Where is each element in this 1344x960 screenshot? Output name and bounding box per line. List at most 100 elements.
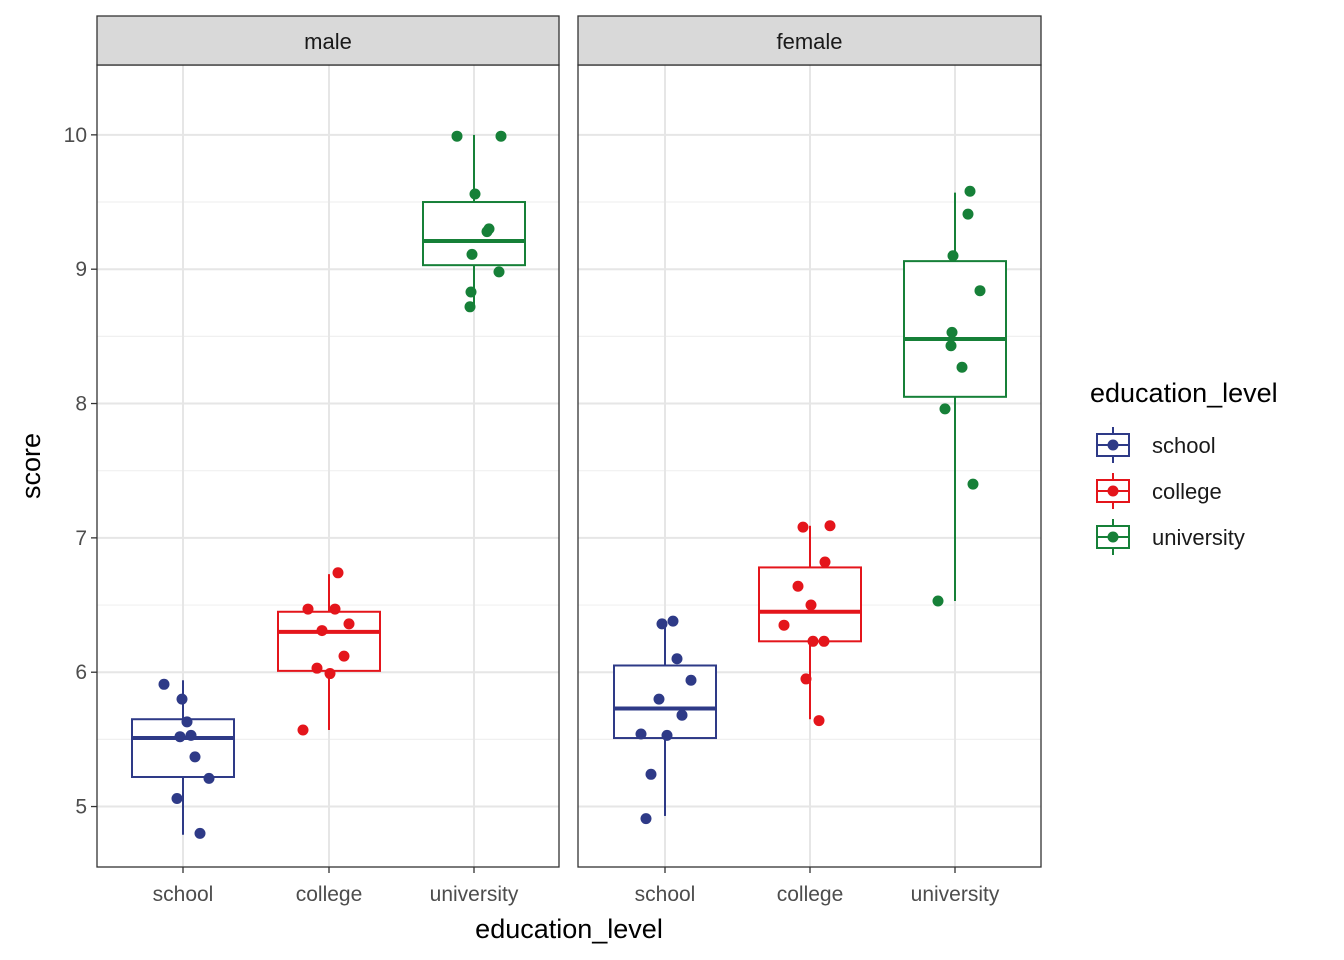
panels-layer: male school college university female school c… (64, 15, 1042, 906)
legend-key-point (1107, 531, 1119, 543)
data-point (469, 188, 481, 200)
data-point (324, 668, 336, 680)
data-point (797, 521, 809, 533)
legend: education_level school college university (1090, 378, 1278, 555)
data-point (343, 618, 355, 630)
box-iqr (903, 260, 1007, 398)
x-tick-label: college (777, 883, 844, 906)
data-point (685, 674, 697, 686)
data-point (481, 226, 493, 238)
data-point (807, 635, 819, 647)
data-point (778, 619, 790, 631)
x-tick-label: school (635, 883, 696, 906)
data-point (181, 716, 193, 728)
y-tick-label: 9 (75, 258, 87, 281)
data-point (956, 361, 968, 373)
data-point (464, 301, 476, 313)
data-point (338, 650, 350, 662)
data-point (824, 520, 836, 532)
boxplot-male-school (131, 678, 235, 839)
data-point (640, 813, 652, 825)
data-point (332, 567, 344, 579)
legend-key-point (1107, 485, 1119, 497)
box-iqr (277, 610, 381, 672)
data-point (493, 266, 505, 278)
x-axis-title: education_level (475, 914, 663, 944)
data-point (819, 556, 831, 568)
legend-entry-school: school (1096, 427, 1216, 463)
data-point (805, 599, 817, 611)
y-axis: 5 6 7 8 9 10 (64, 124, 97, 819)
boxplot-female-college (758, 520, 862, 727)
data-point (176, 693, 188, 705)
facet-strip-label: male (304, 29, 352, 54)
data-point (967, 478, 979, 490)
data-point (194, 827, 206, 839)
data-point (653, 693, 665, 705)
data-point (939, 403, 951, 415)
data-point (661, 729, 673, 741)
boxplot-male-university (422, 130, 526, 313)
data-point (947, 250, 959, 262)
boxplot-female-school (613, 615, 717, 825)
data-point (329, 603, 341, 615)
legend-key-point (1107, 439, 1119, 451)
data-point (171, 792, 183, 804)
data-point (203, 772, 215, 784)
legend-label: university (1152, 525, 1245, 550)
data-point (185, 729, 197, 741)
data-point (800, 673, 812, 685)
data-point (656, 618, 668, 630)
x-tick-label: university (430, 883, 519, 906)
y-tick-label: 7 (75, 527, 87, 550)
data-point (189, 751, 201, 763)
legend-entries: school college university (1096, 427, 1245, 555)
y-tick-label: 10 (64, 124, 87, 147)
y-tick-label: 5 (75, 796, 87, 819)
data-point (813, 715, 825, 727)
legend-label: college (1152, 479, 1222, 504)
box-iqr (613, 664, 717, 740)
x-tick-label: university (911, 883, 1000, 906)
x-tick-label: school (153, 883, 214, 906)
legend-entry-college: college (1096, 473, 1222, 509)
boxplot-male-college (277, 567, 381, 736)
data-point (946, 326, 958, 338)
legend-title: education_level (1090, 378, 1278, 408)
data-point (451, 130, 463, 142)
data-point (945, 340, 957, 352)
legend-label: school (1152, 433, 1216, 458)
box-iqr (131, 718, 235, 778)
data-point (676, 709, 688, 721)
legend-entry-university: university (1096, 519, 1245, 555)
data-point (932, 595, 944, 607)
data-point (316, 625, 328, 637)
data-point (297, 724, 309, 736)
data-point (158, 678, 170, 690)
data-point (818, 635, 830, 647)
y-axis-title: score (16, 433, 46, 499)
data-point (311, 662, 323, 674)
facet-panel-male: male school college university (96, 15, 560, 906)
data-point (465, 286, 477, 298)
data-point (964, 185, 976, 197)
facet-panel-female: female school college university (577, 15, 1042, 906)
data-point (302, 603, 314, 615)
facet-strip (577, 15, 1042, 66)
data-point (635, 728, 647, 740)
facet-strip (96, 15, 560, 66)
boxplot-female-university (903, 185, 1007, 607)
data-point (671, 653, 683, 665)
data-point (495, 130, 507, 142)
y-tick-label: 6 (75, 661, 87, 684)
data-point (792, 580, 804, 592)
facet-strip-label: female (776, 29, 842, 54)
data-point (645, 768, 657, 780)
data-point (174, 731, 186, 743)
x-tick-label: college (296, 883, 363, 906)
data-point (962, 208, 974, 220)
y-tick-label: 8 (75, 393, 87, 416)
data-point (466, 248, 478, 260)
data-point (974, 285, 986, 297)
